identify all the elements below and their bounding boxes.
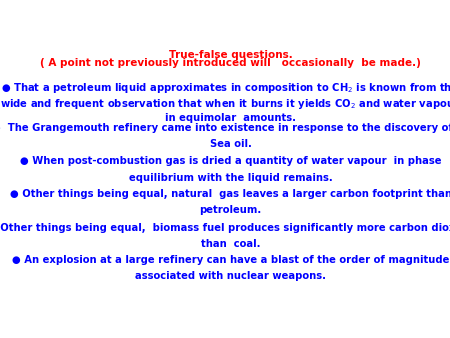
Text: ● When post-combustion gas is dried a quantity of water vapour  in phase: ● When post-combustion gas is dried a qu… xyxy=(20,156,441,166)
Text: ● An explosion at a large refinery can have a blast of the order of magnitude: ● An explosion at a large refinery can h… xyxy=(12,255,449,265)
Text: Sea oil.: Sea oil. xyxy=(210,139,252,149)
Text: ● Other things being equal, natural  gas leaves a larger carbon footprint than: ● Other things being equal, natural gas … xyxy=(9,189,450,199)
Text: equilibrium with the liquid remains.: equilibrium with the liquid remains. xyxy=(129,172,333,183)
Text: ● Other things being equal,  biomass fuel produces significantly more carbon dio: ● Other things being equal, biomass fuel… xyxy=(0,223,450,233)
Text: in equimolar  amounts.: in equimolar amounts. xyxy=(165,113,296,123)
Text: wide and frequent observation that when it burns it yields CO$_2$ and water vapo: wide and frequent observation that when … xyxy=(0,97,450,111)
Text: ( A point not previously introduced will   occasionally  be made.): ( A point not previously introduced will… xyxy=(40,58,421,68)
Text: associated with nuclear weapons.: associated with nuclear weapons. xyxy=(135,271,326,282)
Text: True-false questions.: True-false questions. xyxy=(169,50,292,60)
Text: petroleum.: petroleum. xyxy=(199,205,262,215)
Text: ●  The Grangemouth refinery came into existence in response to the discovery of : ● The Grangemouth refinery came into exi… xyxy=(0,123,450,132)
Text: than  coal.: than coal. xyxy=(201,239,261,249)
Text: ● That a petroleum liquid approximates in composition to CH$_2$ is known from th: ● That a petroleum liquid approximates i… xyxy=(1,81,450,95)
